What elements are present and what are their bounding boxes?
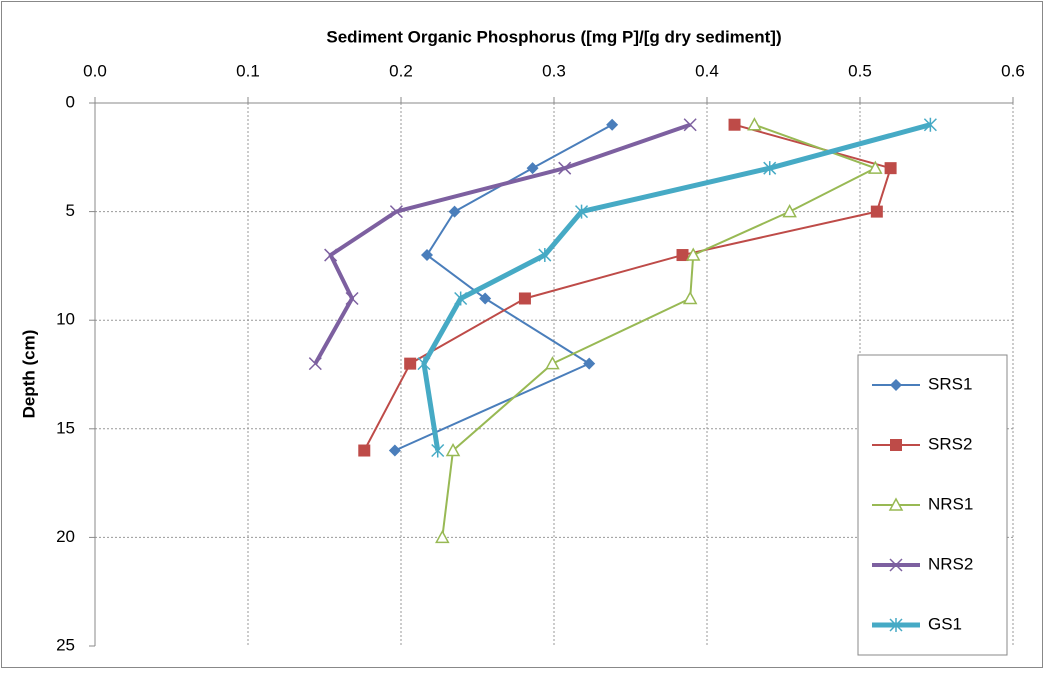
marker-triangle xyxy=(435,529,450,544)
series-line xyxy=(441,123,877,538)
marker-diamond xyxy=(448,205,461,218)
marker-square xyxy=(676,249,689,262)
y-tick-label: 25 xyxy=(56,635,75,654)
marker-star xyxy=(763,161,777,176)
legend-label: NRS1 xyxy=(928,494,973,513)
marker-star xyxy=(538,248,552,263)
y-tick-label: 15 xyxy=(56,418,75,437)
marker-diamond xyxy=(421,249,434,262)
x-tick-label: 0.4 xyxy=(695,61,719,80)
marker-triangle xyxy=(685,247,701,261)
marker-square xyxy=(870,205,883,218)
marker-diamond xyxy=(479,292,492,305)
y-axis-title: Depth (cm) xyxy=(19,330,38,419)
marker-diamond xyxy=(606,118,619,131)
marker-star xyxy=(575,204,589,219)
marker-x xyxy=(308,357,322,371)
legend-label: GS1 xyxy=(928,614,962,633)
marker-triangle xyxy=(545,356,560,370)
x-tick-label: 0.1 xyxy=(236,61,260,80)
marker-x xyxy=(558,161,572,175)
marker-triangle xyxy=(747,117,762,131)
marker-square xyxy=(884,162,897,175)
marker-star xyxy=(923,117,937,132)
legend-marker xyxy=(889,618,903,632)
marker-triangle xyxy=(868,160,883,174)
legend-label: SRS2 xyxy=(928,434,972,453)
legend-label: NRS2 xyxy=(928,554,973,573)
y-tick-label: 0 xyxy=(66,92,75,111)
legend-marker xyxy=(890,439,902,451)
x-tick-label: 0.6 xyxy=(1001,61,1025,80)
y-tick-label: 20 xyxy=(56,527,75,546)
marker-x xyxy=(683,118,697,132)
marker-star xyxy=(417,356,431,371)
legend-label: SRS1 xyxy=(928,374,972,393)
marker-diamond xyxy=(583,357,596,370)
marker-triangle xyxy=(682,290,698,305)
x-tick-label: 0.3 xyxy=(542,61,566,80)
marker-star xyxy=(431,443,445,458)
marker-square xyxy=(404,357,417,370)
marker-square xyxy=(728,118,741,131)
marker-x xyxy=(324,248,338,262)
series-line xyxy=(313,122,691,365)
marker-square xyxy=(358,444,371,457)
x-tick-label: 0.2 xyxy=(389,61,413,80)
marker-star xyxy=(454,291,468,306)
legend-marker xyxy=(889,558,903,572)
marker-diamond xyxy=(388,444,401,457)
y-tick-label: 5 xyxy=(66,201,75,220)
y-tick-label: 10 xyxy=(56,310,75,329)
x-tick-label: 0.5 xyxy=(848,61,872,80)
marker-diamond xyxy=(526,162,539,175)
x-tick-label: 0.0 xyxy=(83,61,107,80)
legend-marker xyxy=(890,379,902,391)
x-axis-title: Sediment Organic Phosphorus ([mg P]/[g d… xyxy=(326,27,781,46)
legend-marker xyxy=(888,497,904,511)
marker-triangle xyxy=(445,442,461,457)
marker-triangle xyxy=(782,204,797,218)
marker-x xyxy=(389,205,403,219)
marker-square xyxy=(518,292,531,305)
marker-x xyxy=(345,291,359,306)
